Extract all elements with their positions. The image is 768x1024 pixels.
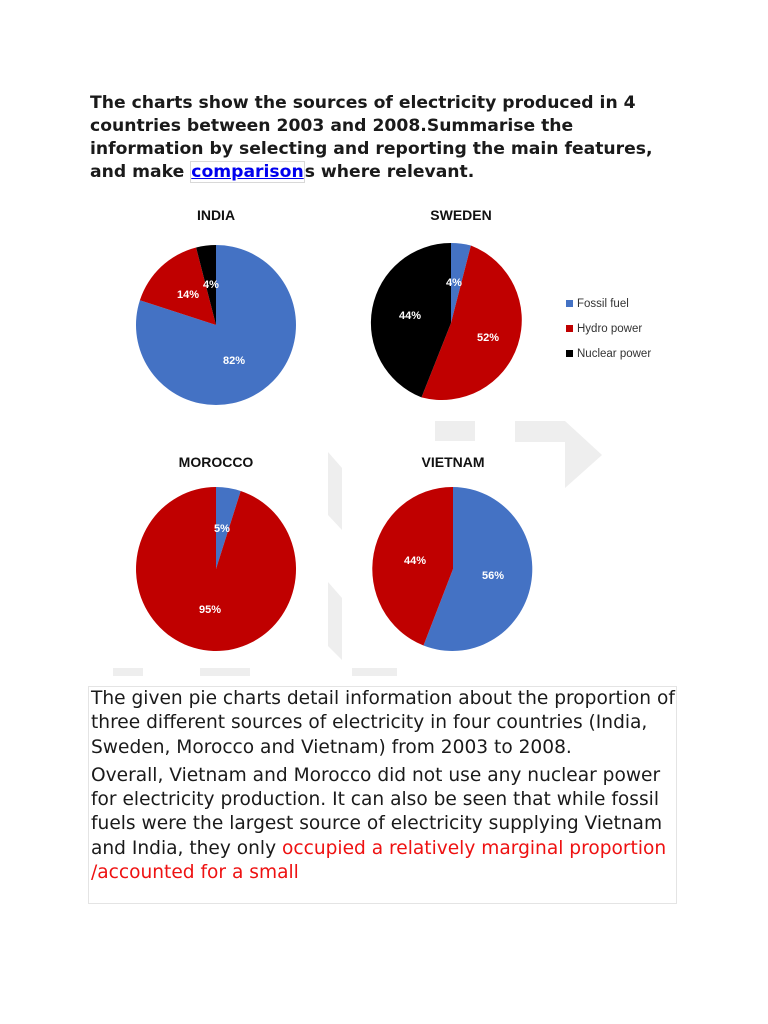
essay-paragraph-overview: Overall, Vietnam and Morocco did not use… (91, 764, 676, 885)
india-hydro-label: 14% (177, 289, 199, 301)
prompt-text: The charts show the sources of electrici… (90, 93, 653, 182)
morocco-fossil-label: 5% (214, 523, 230, 535)
sweden-fossil-slice (451, 242, 471, 323)
vietnam-hydro-label: 44% (404, 555, 426, 567)
sweden-chart-title: SWEDEN (430, 207, 492, 223)
sweden-hydro-slice (421, 245, 522, 401)
morocco-fossil-slice (216, 487, 241, 569)
morocco-chart-title: MOROCCO (178, 454, 254, 470)
sweden-nuclear-label: 44% (399, 310, 421, 322)
sweden-hydro-label: 52% (477, 332, 499, 344)
vietnam-chart-title: VIETNAM (421, 454, 485, 470)
india-nuclear-slice (196, 244, 216, 325)
vietnam-fossil-slice (423, 487, 533, 651)
india-hydro-slice (139, 247, 216, 325)
essay-paragraph-intro: The given pie charts detail information … (91, 688, 675, 758)
task-prompt: The charts show the sources of electrici… (90, 92, 690, 184)
legend-item-hydro-power: Hydro power (566, 316, 651, 341)
sweden-fossil-label: 4% (446, 277, 462, 289)
legend-label: Hydro power (577, 322, 643, 335)
morocco-hydro-slice (136, 487, 297, 651)
legend-label: Fossil fuel (577, 297, 629, 310)
essay-overview-text: Overall, Vietnam and Morocco did not use… (91, 764, 663, 859)
nuclear-power-swatch-icon (566, 350, 573, 357)
sweden-pie-chart: 4% 52% 44% (370, 242, 522, 401)
vietnam-fossil-label: 56% (482, 570, 504, 582)
legend-label: Nuclear power (577, 347, 652, 360)
sweden-nuclear-slice (370, 242, 451, 398)
morocco-pie-chart: 5% 95% (136, 487, 297, 651)
legend-item-nuclear-power: Nuclear power (566, 341, 651, 366)
essay-text-box: The given pie charts detail information … (88, 686, 677, 904)
comparison-link[interactable]: comparison (190, 161, 305, 183)
vietnam-pie-chart: 56% 44% (372, 486, 533, 651)
india-nuclear-label: 4% (203, 279, 219, 291)
chart-legend: Fossil fuel Hydro power Nuclear power (566, 291, 651, 366)
essay-highlighted-text: occupied a relatively marginal proportio… (91, 837, 667, 884)
fossil-fuel-swatch-icon (566, 300, 573, 307)
morocco-hydro-label: 95% (199, 604, 221, 616)
india-fossil-label: 82% (223, 355, 245, 367)
hydro-power-swatch-icon (566, 325, 573, 332)
india-chart-title: INDIA (196, 207, 236, 223)
india-pie-chart: 82% 14% 4% (135, 244, 296, 405)
vietnam-hydro-slice (372, 486, 453, 646)
prompt-text-end: s where relevant. (304, 162, 475, 182)
india-fossil-slice (135, 245, 296, 405)
legend-item-fossil-fuel: Fossil fuel (566, 291, 651, 316)
